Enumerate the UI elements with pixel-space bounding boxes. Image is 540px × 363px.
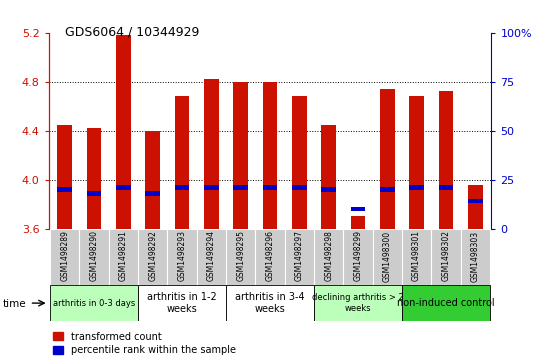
Bar (409, 97, 424, 229)
Bar (255, 229, 285, 285)
Text: arthritis in 0-3 days: arthritis in 0-3 days (53, 299, 135, 307)
Text: GSM1498289: GSM1498289 (60, 231, 69, 281)
Bar (145, 131, 160, 229)
Legend: transformed count, percentile rank within the sample: transformed count, percentile rank withi… (53, 331, 236, 355)
Text: declining arthritis > 2
weeks: declining arthritis > 2 weeks (312, 293, 404, 313)
Bar (468, 185, 483, 229)
Bar (50, 229, 79, 285)
Text: GSM1498302: GSM1498302 (441, 231, 450, 281)
Bar (87, 191, 102, 196)
Bar (409, 185, 424, 190)
Bar (373, 229, 402, 285)
Bar (226, 285, 314, 321)
Bar (380, 187, 395, 192)
Bar (321, 125, 336, 229)
Text: GSM1498303: GSM1498303 (471, 231, 480, 281)
Bar (138, 285, 226, 321)
Bar (87, 128, 102, 229)
Bar (350, 207, 365, 211)
Bar (314, 285, 402, 321)
Bar (343, 229, 373, 285)
Bar (461, 229, 490, 285)
Bar (197, 229, 226, 285)
Bar (175, 97, 190, 229)
Bar (204, 79, 219, 229)
Text: GSM1498292: GSM1498292 (148, 231, 157, 281)
Bar (175, 185, 190, 190)
Bar (402, 229, 431, 285)
Bar (204, 185, 219, 190)
Bar (233, 82, 248, 229)
Bar (350, 216, 365, 229)
Bar (79, 229, 109, 285)
Bar (314, 229, 343, 285)
Bar (109, 229, 138, 285)
Bar (233, 185, 248, 190)
Text: GSM1498298: GSM1498298 (324, 231, 333, 281)
Text: GSM1498296: GSM1498296 (266, 231, 274, 281)
Bar (380, 89, 395, 229)
Text: arthritis in 3-4
weeks: arthritis in 3-4 weeks (235, 292, 305, 314)
Text: GDS6064 / 10344929: GDS6064 / 10344929 (65, 25, 199, 38)
Bar (431, 229, 461, 285)
Bar (262, 82, 278, 229)
Bar (116, 185, 131, 190)
Bar (292, 97, 307, 229)
Bar (226, 229, 255, 285)
Bar (285, 229, 314, 285)
Bar (321, 187, 336, 192)
Text: arthritis in 1-2
weeks: arthritis in 1-2 weeks (147, 292, 217, 314)
Text: GSM1498291: GSM1498291 (119, 231, 128, 281)
Text: non-induced control: non-induced control (397, 298, 495, 308)
Text: GSM1498294: GSM1498294 (207, 231, 216, 281)
Bar (292, 185, 307, 190)
Bar (262, 185, 278, 190)
Bar (57, 125, 72, 229)
Bar (145, 191, 160, 196)
Text: GSM1498295: GSM1498295 (236, 231, 245, 281)
Bar (50, 285, 138, 321)
Text: GSM1498297: GSM1498297 (295, 231, 304, 281)
Bar (116, 35, 131, 229)
Text: time: time (3, 299, 26, 309)
Bar (167, 229, 197, 285)
Bar (138, 229, 167, 285)
Bar (438, 185, 453, 190)
Bar (402, 285, 490, 321)
Bar (468, 199, 483, 203)
Bar (438, 91, 453, 229)
Bar (57, 187, 72, 192)
Text: GSM1498299: GSM1498299 (354, 231, 362, 281)
Text: GSM1498300: GSM1498300 (383, 231, 392, 281)
Text: GSM1498293: GSM1498293 (178, 231, 186, 281)
Text: GSM1498290: GSM1498290 (90, 231, 99, 281)
Text: GSM1498301: GSM1498301 (412, 231, 421, 281)
